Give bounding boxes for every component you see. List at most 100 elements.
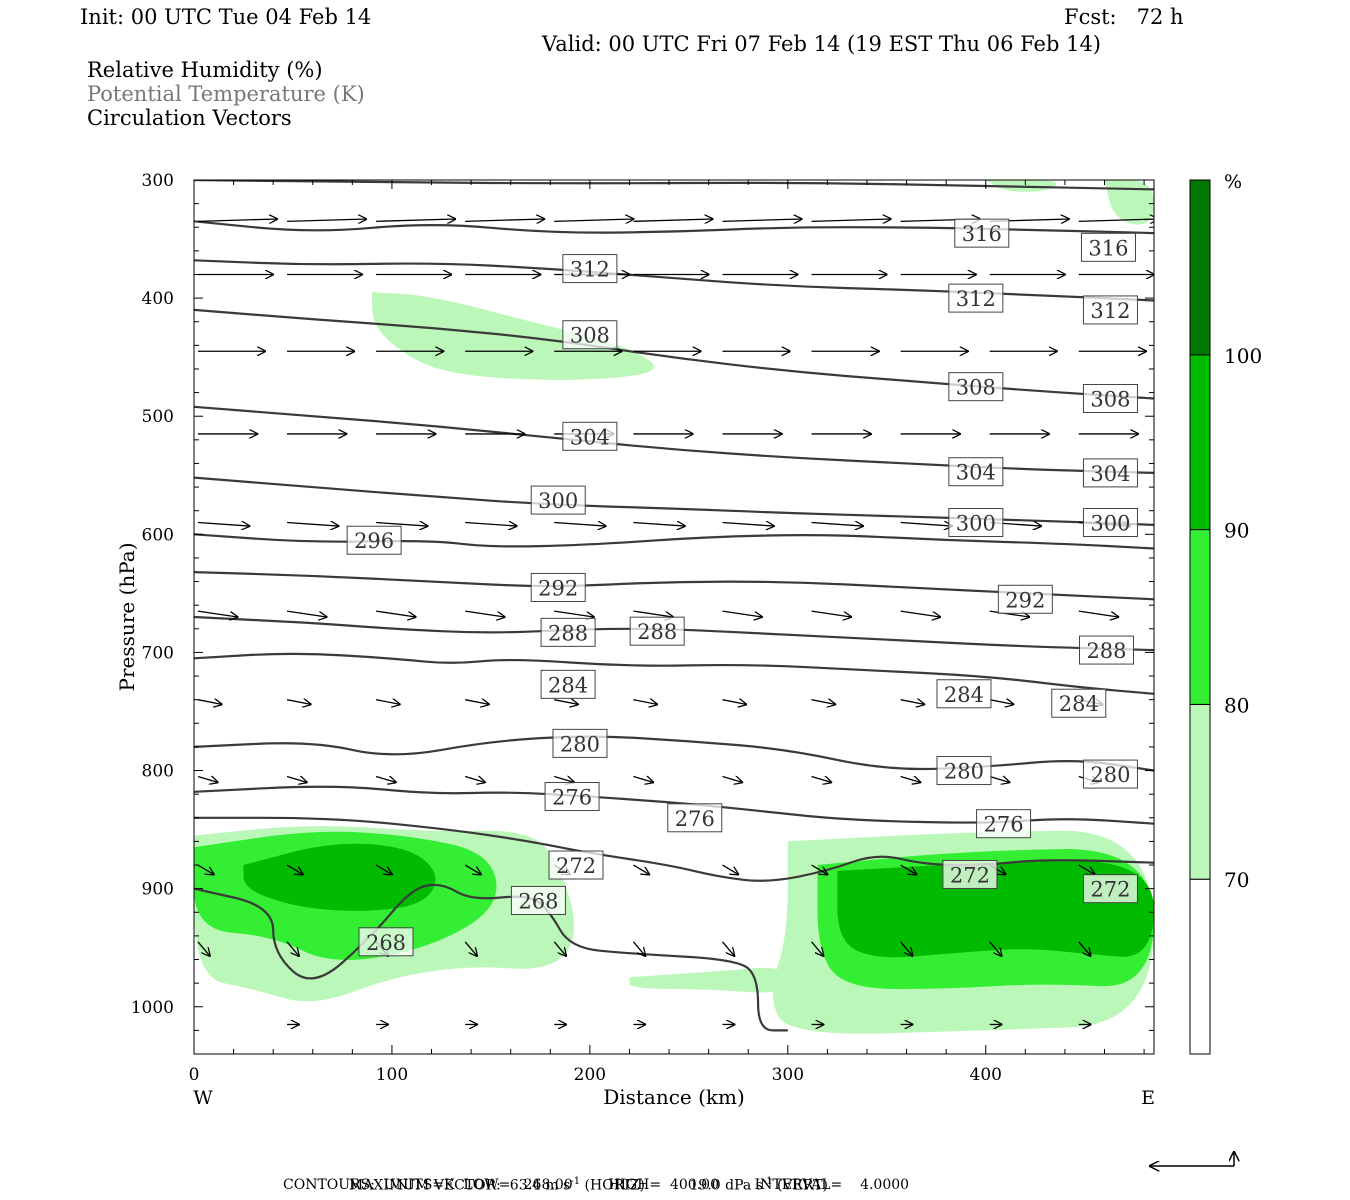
max-vector-vert-tail: (VERT) xyxy=(777,1177,828,1194)
max-vector-horiz-tail: (HORIZ) xyxy=(584,1177,645,1194)
circulation-vector xyxy=(900,776,921,782)
circulation-vector xyxy=(464,864,481,874)
x-tick-label: 100 xyxy=(376,1065,408,1085)
theta-contour-292 xyxy=(194,571,1154,601)
circulation-vector xyxy=(464,776,485,782)
x-axis-title: Distance (km) xyxy=(603,1085,745,1109)
circulation-vector xyxy=(811,776,832,782)
colorbar-level-label: 90 xyxy=(1224,519,1249,543)
circulation-vector xyxy=(722,776,742,782)
theta-label: 300 xyxy=(1090,512,1130,536)
circulation-vector xyxy=(811,610,852,617)
circulation-vector xyxy=(197,523,249,527)
circulation-vector xyxy=(554,219,633,221)
colorbar-segment xyxy=(1189,529,1211,705)
theta-label: 276 xyxy=(984,813,1024,837)
theta-label: 304 xyxy=(570,425,610,449)
circulation-vector xyxy=(197,864,214,874)
circulation-vector xyxy=(722,610,762,617)
theta-label-box xyxy=(667,803,723,833)
circulation-vector xyxy=(376,219,455,221)
theta-label-box xyxy=(629,616,685,646)
circulation-vector xyxy=(633,700,657,705)
theta-label: 276 xyxy=(552,786,592,810)
contours-info: CONTOURS: UNITS=K LOW= 268.00 HIGH= 400.… xyxy=(283,1177,910,1193)
reference-vector-icon xyxy=(1150,1152,1234,1166)
theta-label-box xyxy=(562,421,618,451)
theta-label-box xyxy=(997,584,1053,614)
theta-label-box xyxy=(358,927,414,957)
rh-area-90 xyxy=(837,860,1154,958)
theta-label: 272 xyxy=(556,854,596,878)
theta-contour-284 xyxy=(194,652,1154,695)
y-tick-label: 700 xyxy=(142,643,174,663)
circulation-vector xyxy=(811,523,863,527)
theta-label-box xyxy=(544,782,600,812)
init-time: Init: 00 UTC Tue 04 Feb 14 xyxy=(80,5,372,29)
circulation-vector xyxy=(197,219,277,221)
theta-contour-300 xyxy=(194,476,1154,526)
circulation-vector xyxy=(286,864,303,874)
theta-label-box xyxy=(948,283,1004,313)
theta-label-box xyxy=(976,809,1032,839)
circulation-vector xyxy=(375,700,400,705)
theta-label: 300 xyxy=(538,489,578,513)
circulation-vector xyxy=(465,700,489,705)
theta-label: 312 xyxy=(570,258,610,282)
theta-label-box xyxy=(1078,635,1134,665)
theta-label-box xyxy=(530,572,586,602)
theta-contour-312 xyxy=(194,259,1154,302)
y-tick-label: 500 xyxy=(142,407,174,427)
max-vector-vert: 19.0 dPa s xyxy=(689,1177,763,1194)
circulation-vector xyxy=(722,523,773,527)
colorbar-segment xyxy=(1189,179,1211,356)
circulation-vector xyxy=(632,941,645,956)
circulation-vector xyxy=(900,864,917,874)
theta-label-box xyxy=(948,457,1004,487)
circulation-vector xyxy=(376,523,427,527)
max-vector-line: MAXIMUM VECTOR: 63.4 m s-1 (HORIZ) 19.0 … xyxy=(340,1158,828,1194)
theta-label-box xyxy=(1051,688,1107,718)
theta-label: 288 xyxy=(637,620,677,644)
x-east-label: E xyxy=(1141,1087,1155,1109)
y-tick-label: 1000 xyxy=(131,998,174,1018)
circulation-vector xyxy=(286,610,327,617)
circulation-vector xyxy=(287,219,366,221)
theta-label-box xyxy=(530,485,586,515)
circulation-vector xyxy=(554,610,594,617)
y-tick-label: 900 xyxy=(142,880,174,900)
y-tick-label: 600 xyxy=(142,525,174,545)
circulation-vector xyxy=(633,219,712,221)
circulation-vector xyxy=(722,219,801,221)
theta-contour-320 xyxy=(194,180,1154,191)
theta-label-box xyxy=(552,728,608,758)
theta-label: 304 xyxy=(1090,462,1130,486)
legend-theta: Potential Temperature (K) xyxy=(87,82,365,106)
circulation-vector xyxy=(286,700,311,705)
vert-exponent: -1 xyxy=(762,1176,773,1187)
circulation-vectors xyxy=(197,219,1154,1024)
circulation-vector xyxy=(376,610,416,617)
theta-label: 312 xyxy=(956,287,996,311)
circulation-vector xyxy=(1078,219,1154,221)
circulation-vector xyxy=(465,219,544,221)
theta-label: 276 xyxy=(675,807,715,831)
theta-contour-316 xyxy=(194,220,1154,235)
y-tick-label: 800 xyxy=(142,762,174,782)
axis-ticks: 300 400 500 600 700 800 900 1000 0 100 200 300 400 xyxy=(131,171,1154,1085)
theta-label: 308 xyxy=(1090,388,1130,412)
colorbar-unit: % xyxy=(1224,171,1242,193)
theta-label-box xyxy=(1082,295,1138,325)
circulation-vector xyxy=(375,776,396,782)
theta-contour-304 xyxy=(194,405,1154,474)
forecast-hour: Fcst: 72 h xyxy=(1064,5,1184,29)
y-tick-label: 300 xyxy=(142,171,174,191)
theta-label-box xyxy=(1082,458,1138,488)
theta-label: 292 xyxy=(538,576,578,600)
theta-label-box xyxy=(540,617,596,647)
theta-label: 272 xyxy=(1090,878,1130,902)
theta-contour-268 xyxy=(194,883,788,1032)
theta-label: 284 xyxy=(548,673,588,697)
circulation-vector xyxy=(811,941,824,956)
circulation-vector xyxy=(465,523,516,527)
